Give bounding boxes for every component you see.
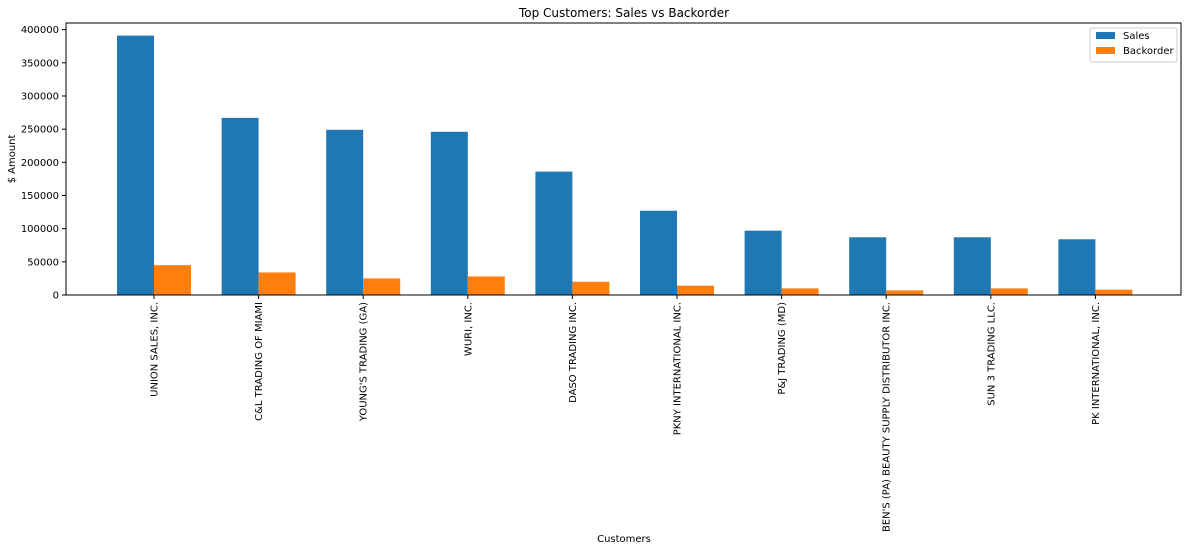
bar-backorder-8 — [990, 288, 1028, 295]
y-tick-label: 400000 — [21, 25, 59, 36]
y-tick-label: 350000 — [21, 58, 59, 69]
x-tick-label: SUN 3 TRADING LLC. — [986, 302, 997, 406]
plot-frame — [65, 22, 1182, 296]
bar-sales-7 — [849, 237, 887, 295]
bar-backorder-7 — [886, 290, 924, 295]
y-tick-label: 250000 — [21, 125, 59, 136]
x-tick-label: UNION SALES, INC. — [150, 302, 161, 397]
bar-sales-4 — [535, 171, 573, 295]
x-tick-label: C&L TRADING OF MIAMI — [254, 302, 265, 421]
y-tick-label: 50000 — [27, 257, 59, 268]
legend-swatch-backorder — [1096, 47, 1115, 54]
y-tick-label: 150000 — [21, 191, 59, 202]
chart-title: Top Customers: Sales vs Backorder — [518, 6, 729, 20]
x-tick-label: P&J TRADING (MD) — [777, 302, 788, 395]
legend: Sales Backorder — [1089, 27, 1178, 63]
bar-backorder-5 — [677, 285, 714, 295]
y-axis-label: $ Amount — [7, 135, 18, 184]
y-axis: 0 50000 100000 150000 200000 250000 300000 3500… — [21, 25, 66, 302]
x-tick-label: PK INTERNATIONAL, INC. — [1091, 302, 1102, 425]
y-tick-label: 0 — [53, 291, 59, 302]
x-tick-label: YOUNG'S TRADING (GA) — [359, 302, 370, 422]
x-tick-label: WURI, INC. — [463, 302, 474, 356]
bar-sales-3 — [430, 131, 468, 295]
bar-sales-1 — [221, 117, 259, 296]
bar-sales-2 — [326, 129, 364, 295]
bars-layer — [117, 35, 1133, 296]
bar-sales-5 — [640, 210, 677, 295]
legend-swatch-sales — [1096, 32, 1115, 39]
bar-sales-8 — [953, 237, 991, 295]
bar-backorder-9 — [1095, 289, 1133, 295]
x-tick-label: PKNY INTERNATIONAL INC. — [673, 302, 684, 435]
bar-backorder-6 — [781, 288, 819, 295]
bar-sales-6 — [744, 230, 782, 295]
x-tick-label: DASO TRADING INC. — [568, 302, 579, 403]
x-tick-label: BEN'S (PA) BEAUTY SUPPLY DISTRIBUTOR INC… — [882, 302, 893, 532]
bar-sales-0 — [117, 35, 154, 295]
x-axis: UNION SALES, INC. C&L TRADING OF MIAMI YOU… — [150, 295, 1102, 532]
legend-label-backorder: Backorder — [1123, 46, 1174, 57]
legend-label-sales: Sales — [1123, 31, 1150, 42]
y-tick-label: 100000 — [21, 224, 59, 235]
bar-backorder-3 — [467, 276, 505, 295]
y-tick-label: 300000 — [21, 91, 59, 102]
x-axis-label: Customers — [597, 534, 651, 545]
y-tick-label: 200000 — [21, 158, 59, 169]
bar-backorder-4 — [572, 281, 610, 295]
bar-backorder-1 — [258, 272, 296, 295]
bar-sales-9 — [1058, 239, 1096, 295]
bar-backorder-2 — [363, 278, 401, 295]
bar-backorder-0 — [154, 265, 191, 295]
